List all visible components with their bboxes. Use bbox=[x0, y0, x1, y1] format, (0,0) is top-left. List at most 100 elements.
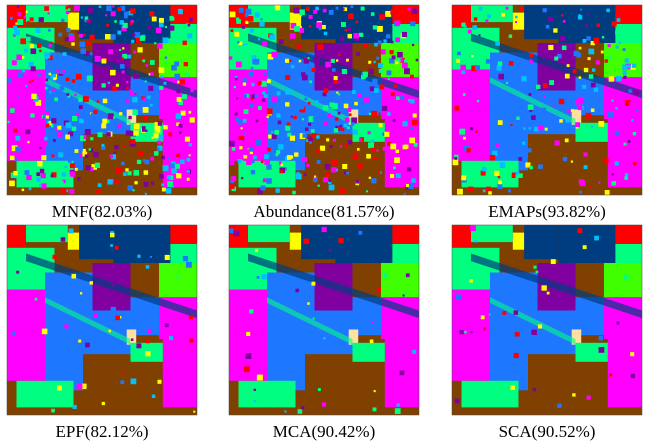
map-speck bbox=[471, 55, 473, 57]
map-speck bbox=[80, 292, 82, 294]
map-region bbox=[462, 161, 519, 188]
map-speck bbox=[132, 189, 134, 191]
map-speck bbox=[366, 190, 368, 192]
map-speck bbox=[338, 238, 343, 243]
map-speck bbox=[95, 56, 101, 62]
map-speck bbox=[154, 151, 159, 156]
map-speck bbox=[150, 157, 154, 161]
map-speck bbox=[98, 183, 102, 187]
map-region bbox=[159, 43, 197, 77]
map-speck bbox=[170, 163, 174, 167]
map-speck bbox=[116, 168, 122, 174]
map-speck bbox=[249, 309, 253, 313]
map-speck bbox=[377, 288, 381, 292]
map-speck bbox=[348, 109, 351, 112]
map-speck bbox=[124, 11, 128, 15]
map-speck bbox=[548, 45, 553, 50]
map-speck bbox=[378, 40, 382, 44]
map-speck bbox=[416, 59, 419, 62]
map-region bbox=[462, 381, 519, 408]
map-speck bbox=[268, 135, 272, 139]
map-region bbox=[452, 225, 471, 248]
map-speck bbox=[291, 82, 294, 85]
map-speck bbox=[331, 111, 335, 115]
map-speck bbox=[148, 86, 153, 91]
map-speck bbox=[515, 16, 517, 18]
map-speck bbox=[571, 160, 573, 162]
map-speck bbox=[391, 9, 396, 14]
map-speck bbox=[477, 100, 479, 102]
map-speck bbox=[455, 398, 460, 403]
map-speck bbox=[42, 392, 46, 396]
map-speck bbox=[185, 137, 190, 142]
map-speck bbox=[359, 138, 362, 141]
map-speck bbox=[299, 60, 301, 62]
map-speck bbox=[470, 331, 472, 333]
map-speck bbox=[357, 163, 362, 168]
map-speck bbox=[516, 117, 519, 120]
map-speck bbox=[237, 119, 243, 125]
map-speck bbox=[589, 74, 593, 78]
map-speck bbox=[520, 62, 523, 65]
map-speck bbox=[514, 353, 519, 358]
map-speck bbox=[112, 87, 117, 92]
map-speck bbox=[498, 74, 504, 80]
map-speck bbox=[297, 128, 302, 133]
map-speck bbox=[7, 121, 9, 123]
map-speck bbox=[256, 120, 259, 123]
map-speck bbox=[334, 128, 338, 132]
map-speck bbox=[313, 317, 315, 319]
map-speck bbox=[392, 55, 396, 59]
map-speck bbox=[74, 94, 76, 96]
map-speck bbox=[533, 388, 536, 391]
map-speck bbox=[395, 150, 399, 154]
map-speck bbox=[159, 86, 163, 90]
map-speck bbox=[538, 324, 542, 328]
map-speck bbox=[461, 23, 465, 27]
map-speck bbox=[144, 182, 149, 187]
map-speck bbox=[83, 149, 86, 152]
map-speck bbox=[606, 9, 610, 13]
map-speck bbox=[559, 99, 565, 105]
map-speck bbox=[141, 56, 144, 59]
map-speck bbox=[122, 372, 124, 374]
map-speck bbox=[376, 150, 378, 152]
map-speck bbox=[62, 172, 66, 176]
map-speck bbox=[173, 147, 179, 153]
map-speck bbox=[130, 22, 133, 25]
map-speck bbox=[369, 69, 374, 74]
map-speck bbox=[323, 337, 326, 340]
map-speck bbox=[340, 37, 344, 41]
map-speck bbox=[280, 170, 283, 173]
map-speck bbox=[261, 32, 265, 36]
map-speck bbox=[294, 116, 297, 119]
map-speck bbox=[68, 159, 72, 163]
map-speck bbox=[264, 94, 268, 98]
map-speck bbox=[149, 11, 154, 16]
map-speck bbox=[27, 141, 29, 143]
map-speck bbox=[162, 37, 168, 43]
map-speck bbox=[52, 154, 55, 157]
map-speck bbox=[625, 173, 628, 176]
map-speck bbox=[161, 156, 165, 160]
map-speck bbox=[73, 405, 77, 409]
map-speck bbox=[15, 147, 20, 152]
map-speck bbox=[53, 255, 57, 259]
map-speck bbox=[232, 147, 236, 151]
map-speck bbox=[105, 14, 107, 16]
map-speck bbox=[157, 148, 160, 151]
map-speck bbox=[26, 284, 30, 288]
map-speck bbox=[13, 26, 17, 30]
map-speck bbox=[591, 83, 596, 88]
map-speck bbox=[29, 81, 32, 84]
map-speck bbox=[515, 332, 520, 337]
panel-caption: Abundance(81.57%) bbox=[253, 202, 394, 221]
map-speck bbox=[302, 157, 307, 162]
map-speck bbox=[125, 168, 128, 171]
map-speck bbox=[254, 95, 258, 99]
map-speck bbox=[57, 132, 62, 137]
map-speck bbox=[17, 5, 20, 8]
map-speck bbox=[547, 292, 550, 295]
map-speck bbox=[117, 124, 121, 128]
map-speck bbox=[323, 9, 327, 13]
